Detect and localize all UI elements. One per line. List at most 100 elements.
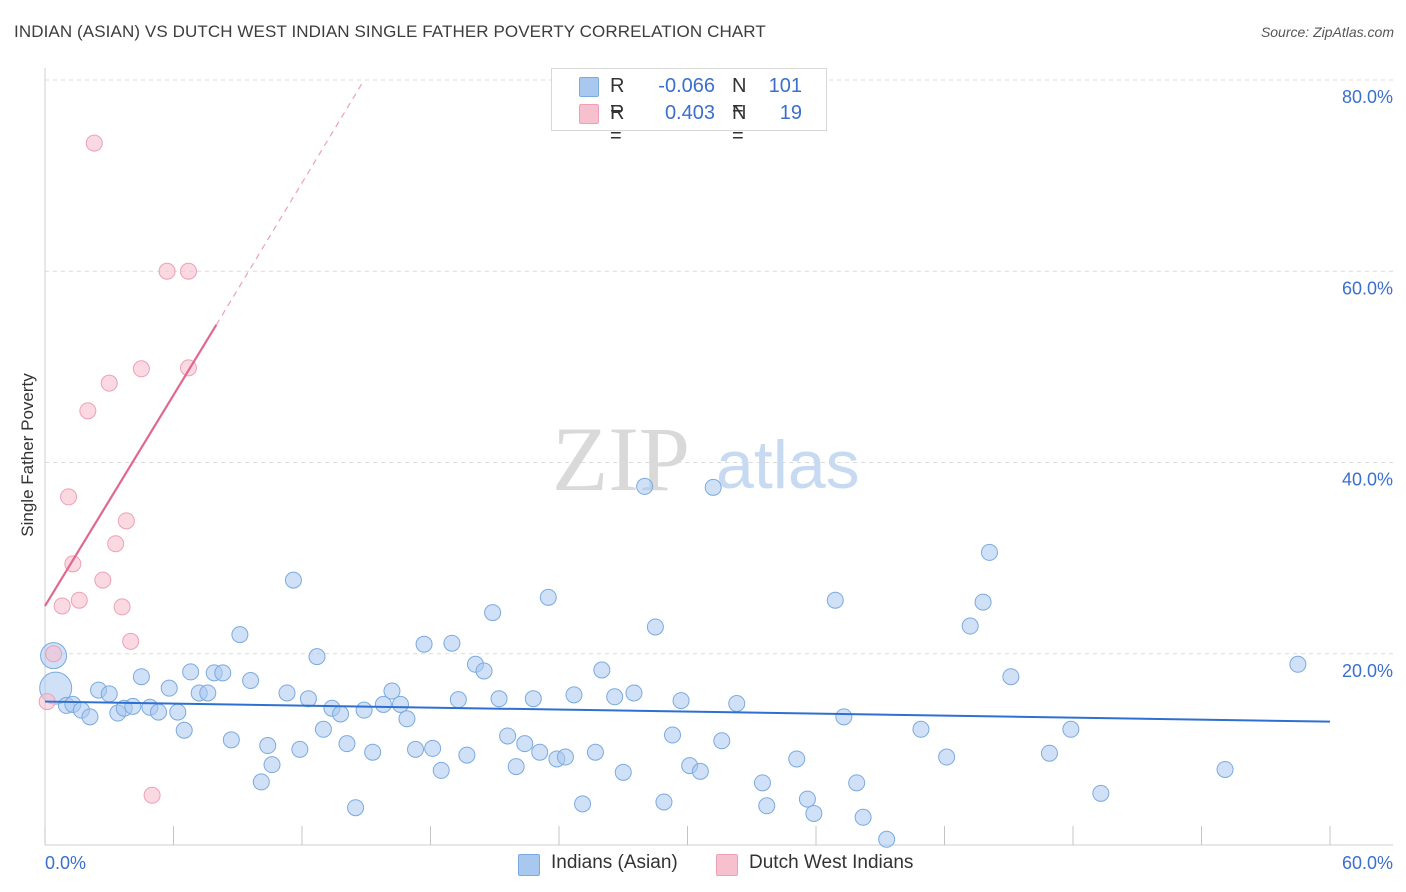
point-indians-asian	[175, 721, 193, 739]
point-indians-asian	[646, 618, 664, 636]
point-indians-asian	[728, 694, 746, 712]
y-tick-label: 60.0%	[1342, 278, 1393, 298]
trend-line-dutch-west-indians-extension	[215, 79, 365, 326]
point-indians-asian	[664, 726, 682, 744]
x-tick-label: 60.0%	[1342, 853, 1393, 873]
point-indians-asian	[407, 740, 425, 758]
watermark-zip: ZIP	[552, 408, 690, 510]
point-indians-asian	[938, 748, 956, 766]
point-dutch-west-indians	[143, 786, 161, 804]
point-indians-asian	[531, 743, 549, 761]
point-indians-asian	[655, 793, 673, 811]
point-indians-asian	[854, 808, 872, 826]
point-indians-asian	[758, 797, 776, 815]
point-indians-asian	[524, 690, 542, 708]
point-indians-asian	[753, 774, 771, 792]
bottom-legend-label-indians: Indians (Asian)	[551, 852, 678, 873]
y-tick-label: 80.0%	[1342, 87, 1393, 107]
point-indians-asian	[150, 703, 168, 721]
point-indians-asian	[443, 634, 461, 652]
point-indians-asian	[214, 664, 232, 682]
point-dutch-west-indians	[79, 402, 97, 420]
point-indians-asian	[1289, 655, 1307, 673]
point-indians-asian	[1040, 744, 1058, 762]
point-indians-asian	[490, 690, 508, 708]
point-indians-asian	[556, 748, 574, 766]
point-indians-asian	[314, 720, 332, 738]
point-indians-asian	[199, 684, 217, 702]
point-dutch-west-indians	[107, 535, 125, 553]
point-indians-asian	[974, 593, 992, 611]
point-indians-asian	[278, 684, 296, 702]
point-indians-asian	[788, 750, 806, 768]
point-indians-asian	[961, 617, 979, 635]
point-dutch-west-indians	[45, 645, 63, 663]
point-indians-asian	[805, 804, 823, 822]
point-indians-asian	[432, 761, 450, 779]
point-indians-asian	[1062, 720, 1080, 738]
x-tick-label: 0.0%	[45, 853, 86, 873]
point-indians-asian	[826, 591, 844, 609]
point-dutch-west-indians	[85, 134, 103, 152]
point-indians-asian	[364, 743, 382, 761]
point-indians-asian	[231, 626, 249, 644]
point-indians-asian	[332, 705, 350, 723]
tick-labels: 20.0% 40.0% 60.0% 80.0% 0.0% 60.0%	[45, 87, 1393, 873]
point-indians-asian	[160, 679, 178, 697]
point-indians-asian	[912, 720, 930, 738]
point-indians-asian	[606, 688, 624, 706]
point-indians-asian	[713, 732, 731, 750]
point-indians-asian	[691, 762, 709, 780]
point-indians-asian	[100, 685, 118, 703]
point-indians-asian	[182, 663, 200, 681]
point-indians-asian	[704, 478, 722, 496]
point-indians-asian	[415, 635, 433, 653]
point-dutch-west-indians	[113, 598, 131, 616]
point-indians-asian	[392, 695, 410, 713]
data-points	[38, 134, 1307, 848]
point-indians-asian	[1216, 760, 1234, 778]
point-indians-asian	[672, 692, 690, 710]
point-indians-asian	[259, 737, 277, 755]
bottom-legend-swatch-indians	[518, 854, 540, 876]
watermark: ZIP atlas	[552, 408, 860, 510]
legend-r-value: -0.066	[658, 75, 715, 97]
point-indians-asian	[252, 773, 270, 791]
trend-lines	[44, 79, 1331, 723]
point-dutch-west-indians	[60, 488, 78, 506]
point-indians-asian	[263, 756, 281, 774]
chart-title: INDIAN (ASIAN) VS DUTCH WEST INDIAN SING…	[14, 22, 766, 41]
point-indians-asian	[848, 774, 866, 792]
point-indians-asian	[475, 662, 493, 680]
legend-n-label: N =	[732, 102, 747, 147]
trend-line-indians-asian	[44, 700, 1331, 723]
point-indians-asian	[338, 735, 356, 753]
point-indians-asian	[593, 661, 611, 679]
legend-n-value: 101	[768, 75, 802, 97]
watermark-atlas: atlas	[716, 427, 860, 503]
legend-swatch-dutch-west-indians	[579, 104, 599, 124]
point-dutch-west-indians	[158, 262, 176, 280]
point-indians-asian	[374, 695, 392, 713]
point-indians-asian	[132, 668, 150, 686]
point-indians-asian	[516, 735, 534, 753]
legend-n-value: 19	[779, 102, 802, 124]
point-indians-asian	[449, 691, 467, 709]
point-dutch-west-indians	[117, 512, 135, 530]
point-indians-asian	[980, 543, 998, 561]
legend-r-label: R =	[610, 75, 625, 120]
point-dutch-west-indians	[70, 591, 88, 609]
point-indians-asian	[124, 697, 142, 715]
point-dutch-west-indians	[122, 632, 140, 650]
correlation-legend: R = -0.066 N = 101 R = 0.403 N = 19	[551, 68, 827, 147]
trend-line-dutch-west-indians	[44, 324, 218, 607]
point-indians-asian	[539, 588, 557, 606]
point-indians-asian	[169, 703, 187, 721]
point-indians-asian	[614, 763, 632, 781]
point-indians-asian	[636, 477, 654, 495]
point-indians-asian	[355, 701, 373, 719]
point-dutch-west-indians	[94, 571, 112, 589]
point-indians-asian	[835, 708, 853, 726]
bottom-legend-swatch-dutch-west-indians	[716, 854, 738, 876]
legend-r-value: 0.403	[664, 102, 715, 124]
